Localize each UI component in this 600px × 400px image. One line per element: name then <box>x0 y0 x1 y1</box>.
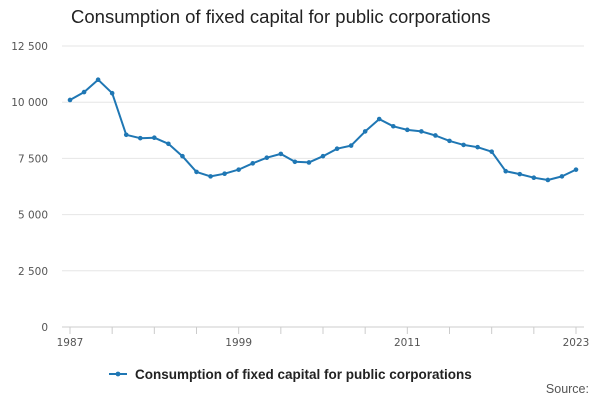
x-tick-label: 1987 <box>57 337 84 349</box>
data-point[interactable] <box>475 144 480 150</box>
data-point[interactable] <box>461 142 466 148</box>
y-tick-label: 10 000 <box>11 97 48 109</box>
series-line <box>69 78 577 181</box>
x-axis: 1987 1999 2011 2023 <box>57 326 590 349</box>
data-point[interactable] <box>95 77 101 83</box>
y-tick-label: 12 500 <box>11 41 48 53</box>
data-point[interactable] <box>208 174 213 179</box>
data-point[interactable] <box>531 175 537 181</box>
data-point[interactable] <box>152 135 157 141</box>
data-point[interactable] <box>573 167 579 172</box>
x-tick-label: 2023 <box>563 337 590 349</box>
data-point[interactable] <box>180 153 185 159</box>
data-point[interactable] <box>81 89 87 95</box>
data-point[interactable] <box>236 167 241 172</box>
data-point[interactable] <box>433 133 438 138</box>
data-point[interactable] <box>306 160 312 165</box>
data-point[interactable] <box>348 143 354 148</box>
data-point[interactable] <box>447 138 452 144</box>
x-tick-label: 1999 <box>225 337 252 349</box>
legend[interactable]: Consumption of fixed capital for public … <box>108 364 472 384</box>
data-point[interactable] <box>559 174 565 179</box>
source-label: Source: <box>545 382 589 396</box>
x-tick-label: 2011 <box>394 337 421 349</box>
data-point[interactable] <box>376 116 382 122</box>
data-point[interactable] <box>503 168 509 174</box>
legend-label: Consumption of fixed capital for public … <box>135 366 472 382</box>
data-point[interactable] <box>278 151 284 157</box>
data-point[interactable] <box>489 149 494 154</box>
y-tick-label: 0 <box>41 322 48 334</box>
data-point[interactable] <box>250 161 256 166</box>
chart-title: Consumption of fixed capital for public … <box>71 6 491 27</box>
data-point[interactable] <box>334 146 340 152</box>
data-point[interactable] <box>67 97 73 103</box>
data-point[interactable] <box>194 169 199 175</box>
y-axis-ticks: 0 2 500 5 000 7 500 10 000 12 500 <box>11 41 48 334</box>
series-layer <box>67 77 579 183</box>
data-point[interactable] <box>405 127 410 133</box>
y-tick-label: 5 000 <box>18 210 48 222</box>
data-point[interactable] <box>362 129 368 134</box>
data-point[interactable] <box>545 177 551 183</box>
y-tick-label: 7 500 <box>18 153 48 165</box>
data-point[interactable] <box>390 123 396 129</box>
data-point[interactable] <box>137 135 143 141</box>
legend-swatch <box>109 371 127 377</box>
data-point[interactable] <box>320 153 326 159</box>
data-point[interactable] <box>517 171 523 177</box>
y-tick-label: 2 500 <box>18 266 48 278</box>
data-point[interactable] <box>292 159 298 165</box>
data-point[interactable] <box>109 90 115 96</box>
data-point[interactable] <box>222 171 227 176</box>
data-point[interactable] <box>419 129 424 134</box>
data-point[interactable] <box>264 155 270 161</box>
data-point[interactable] <box>166 141 171 147</box>
data-point[interactable] <box>123 132 129 138</box>
